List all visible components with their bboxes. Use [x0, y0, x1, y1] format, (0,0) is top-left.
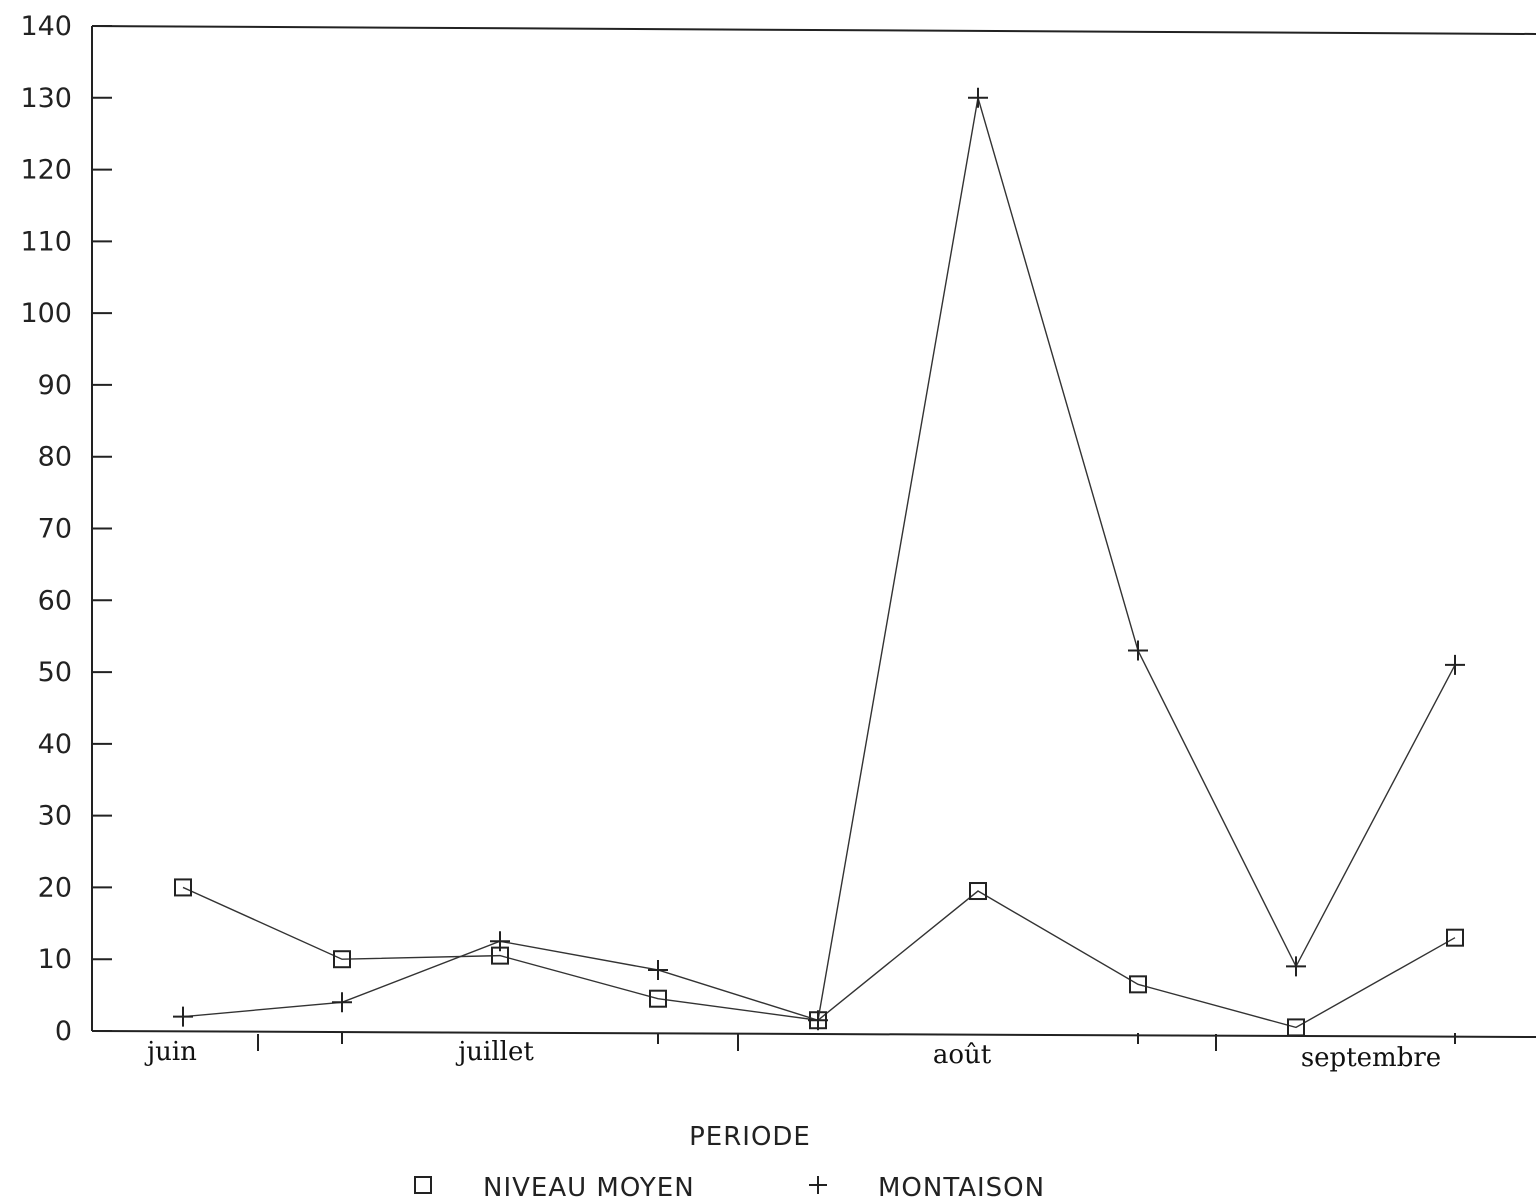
data-point-square — [969, 882, 987, 901]
month-label: juillet — [455, 1037, 534, 1067]
data-point-plus — [173, 1006, 193, 1027]
legend-label-niveau-moyen: NIVEAU MOYEN — [483, 1173, 695, 1202]
data-point-plus — [968, 87, 988, 108]
month-label: juin — [144, 1037, 197, 1067]
y-tick-label: 60 — [38, 585, 72, 616]
data-point-plus — [490, 931, 510, 952]
y-tick-label: 0 — [55, 1016, 72, 1047]
data-point-plus — [1286, 956, 1306, 977]
y-tick-label: 70 — [38, 514, 72, 545]
y-tick-label: 30 — [38, 801, 72, 832]
y-ticks: 0 10 20 30 40 50 60 70 80 90 100 110 120 130 140 — [20, 11, 112, 1047]
month-labels: juin juillet août septembre — [144, 1037, 1441, 1073]
legend-plus-marker-icon — [809, 1176, 827, 1194]
legend-square-marker-icon — [414, 1176, 432, 1194]
y-tick-label: 110 — [20, 226, 72, 257]
data-point-square — [1287, 1018, 1305, 1037]
data-point-square — [649, 989, 667, 1008]
data-point-square — [174, 878, 192, 897]
data-point-square — [1129, 975, 1147, 994]
x-ticks — [257, 1033, 1456, 1051]
legend-label-montaison: MONTAISON — [878, 1173, 1045, 1202]
data-point-plus — [1445, 654, 1465, 675]
x-axis-label: PERIODE — [689, 1122, 811, 1152]
y-tick-label: 90 — [38, 370, 72, 401]
top-border — [91, 25, 1536, 35]
y-tick-label: 100 — [20, 298, 72, 329]
series-line-montaison — [182, 97, 1456, 1022]
axes — [91, 25, 1536, 1038]
y-tick-label: 80 — [38, 442, 72, 473]
y-tick-label: 50 — [38, 657, 72, 688]
data-point-plus — [808, 1010, 828, 1031]
month-label: août — [933, 1040, 992, 1070]
legend: NIVEAU MOYEN MONTAISON — [414, 1173, 1045, 1202]
data-point-square — [333, 950, 351, 969]
y-tick-label: 120 — [20, 155, 72, 186]
y-tick-label: 20 — [38, 872, 72, 903]
y-tick-label: 10 — [38, 944, 72, 975]
data-point-plus — [648, 959, 668, 980]
month-label: septembre — [1301, 1043, 1441, 1073]
data-point-square — [1446, 928, 1464, 947]
series-group — [173, 87, 1465, 1037]
x-axis — [91, 1030, 1536, 1038]
data-point-plus — [1128, 640, 1148, 661]
y-tick-label: 140 — [20, 11, 72, 42]
y-tick-label: 40 — [38, 729, 72, 760]
data-point-plus — [332, 992, 352, 1013]
series-line-niveau-moyen — [182, 886, 1456, 1029]
y-tick-label: 130 — [20, 83, 72, 114]
